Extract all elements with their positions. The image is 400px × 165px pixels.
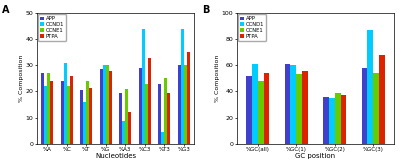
X-axis label: GC position: GC position xyxy=(296,153,336,159)
Legend: APP, CCND1, CCNE1, PTPA: APP, CCND1, CCNE1, PTPA xyxy=(38,14,66,41)
Bar xyxy=(178,65,181,144)
Bar xyxy=(106,65,109,144)
Bar xyxy=(67,86,70,144)
Bar xyxy=(264,73,269,144)
Legend: APP, CCND1, CCNE1, PTPA: APP, CCND1, CCNE1, PTPA xyxy=(238,14,266,41)
X-axis label: Nucleotides: Nucleotides xyxy=(95,153,136,159)
Bar xyxy=(44,86,47,144)
Bar xyxy=(184,65,187,144)
Bar xyxy=(302,71,308,144)
Bar xyxy=(109,71,112,144)
Bar xyxy=(142,29,145,144)
Bar xyxy=(70,76,73,144)
Bar xyxy=(158,84,161,144)
Bar xyxy=(128,112,131,144)
Bar xyxy=(42,73,44,144)
Bar xyxy=(83,102,86,144)
Bar xyxy=(50,81,53,144)
Bar xyxy=(340,95,346,144)
Bar xyxy=(125,89,128,144)
Bar xyxy=(61,81,64,144)
Bar xyxy=(119,93,122,144)
Text: B: B xyxy=(202,5,209,15)
Bar xyxy=(100,69,103,144)
Bar xyxy=(80,90,83,144)
Bar xyxy=(161,132,164,144)
Bar xyxy=(164,78,167,144)
Bar xyxy=(296,74,302,144)
Bar xyxy=(167,93,170,144)
Bar xyxy=(285,64,290,144)
Bar xyxy=(181,29,184,144)
Bar xyxy=(246,76,252,144)
Bar xyxy=(103,65,106,144)
Bar xyxy=(187,52,190,144)
Y-axis label: % Composition: % Composition xyxy=(215,55,220,102)
Text: A: A xyxy=(2,5,9,15)
Bar xyxy=(47,73,50,144)
Bar xyxy=(139,68,142,144)
Bar xyxy=(362,68,368,144)
Bar xyxy=(89,87,92,144)
Bar xyxy=(258,81,264,144)
Bar xyxy=(64,63,67,144)
Bar xyxy=(329,98,335,144)
Bar xyxy=(368,30,373,144)
Bar xyxy=(252,64,258,144)
Bar xyxy=(373,73,379,144)
Bar xyxy=(148,58,150,144)
Bar xyxy=(290,65,296,144)
Bar xyxy=(323,97,329,144)
Bar xyxy=(145,84,148,144)
Bar xyxy=(86,81,89,144)
Y-axis label: % Composition: % Composition xyxy=(19,55,24,102)
Bar xyxy=(122,121,125,144)
Bar xyxy=(379,55,385,144)
Bar xyxy=(335,93,340,144)
